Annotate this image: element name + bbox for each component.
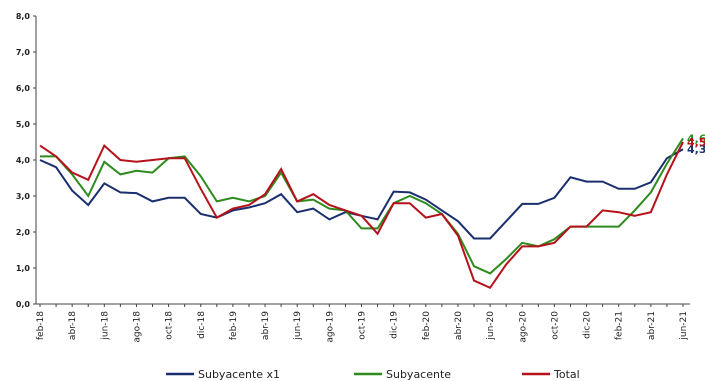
x-tick-label: dic-20 — [583, 311, 593, 339]
legend-label: Subyacente — [386, 368, 451, 381]
x-tick-label: oct-18 — [165, 311, 175, 340]
x-tick-label: abr-20 — [454, 311, 464, 340]
series-line — [39, 141, 684, 290]
x-tick-label: jun-21 — [679, 311, 689, 341]
y-tick-label: 7,0 — [16, 48, 31, 57]
data-label: 4,5 — [687, 136, 705, 149]
y-tick-label: 0,0 — [16, 300, 31, 309]
x-tick-label: feb-20 — [422, 311, 432, 340]
y-tick-label: 3,0 — [16, 192, 31, 201]
series-line — [40, 137, 684, 275]
legend-label: Total — [553, 368, 580, 381]
x-tick-label: abr-21 — [647, 311, 657, 340]
x-tick-label: ago-18 — [132, 311, 142, 343]
data-label: 4,6 — [687, 132, 705, 145]
legend-label: Subyacente x1 — [198, 368, 280, 381]
y-tick-label: 4,0 — [16, 156, 31, 165]
y-tick-label: 6,0 — [16, 84, 31, 93]
x-tick-label: feb-19 — [229, 311, 239, 340]
x-tick-label: jun-19 — [293, 311, 303, 341]
x-tick-label: feb-21 — [615, 311, 625, 340]
y-tick-label: 5,0 — [16, 120, 31, 129]
x-tick-label: abr-19 — [261, 311, 271, 340]
x-tick-label: dic-18 — [197, 311, 207, 339]
x-tick-label: dic-19 — [390, 311, 400, 339]
x-tick-label: oct-19 — [358, 311, 368, 340]
y-tick-label: 2,0 — [16, 228, 31, 237]
x-tick-label: jun-20 — [486, 311, 496, 341]
x-tick-label: ago-20 — [518, 311, 528, 343]
y-tick-label: 1,0 — [16, 264, 31, 273]
data-label: 4,3 — [687, 143, 705, 156]
x-tick-label: feb-18 — [36, 311, 46, 340]
y-tick-label: 8,0 — [16, 12, 31, 21]
x-tick-label: abr-18 — [68, 311, 78, 340]
x-tick-label: oct-20 — [550, 311, 560, 340]
x-tick-label: jun-18 — [100, 311, 110, 341]
x-tick-label: ago-19 — [325, 311, 335, 343]
